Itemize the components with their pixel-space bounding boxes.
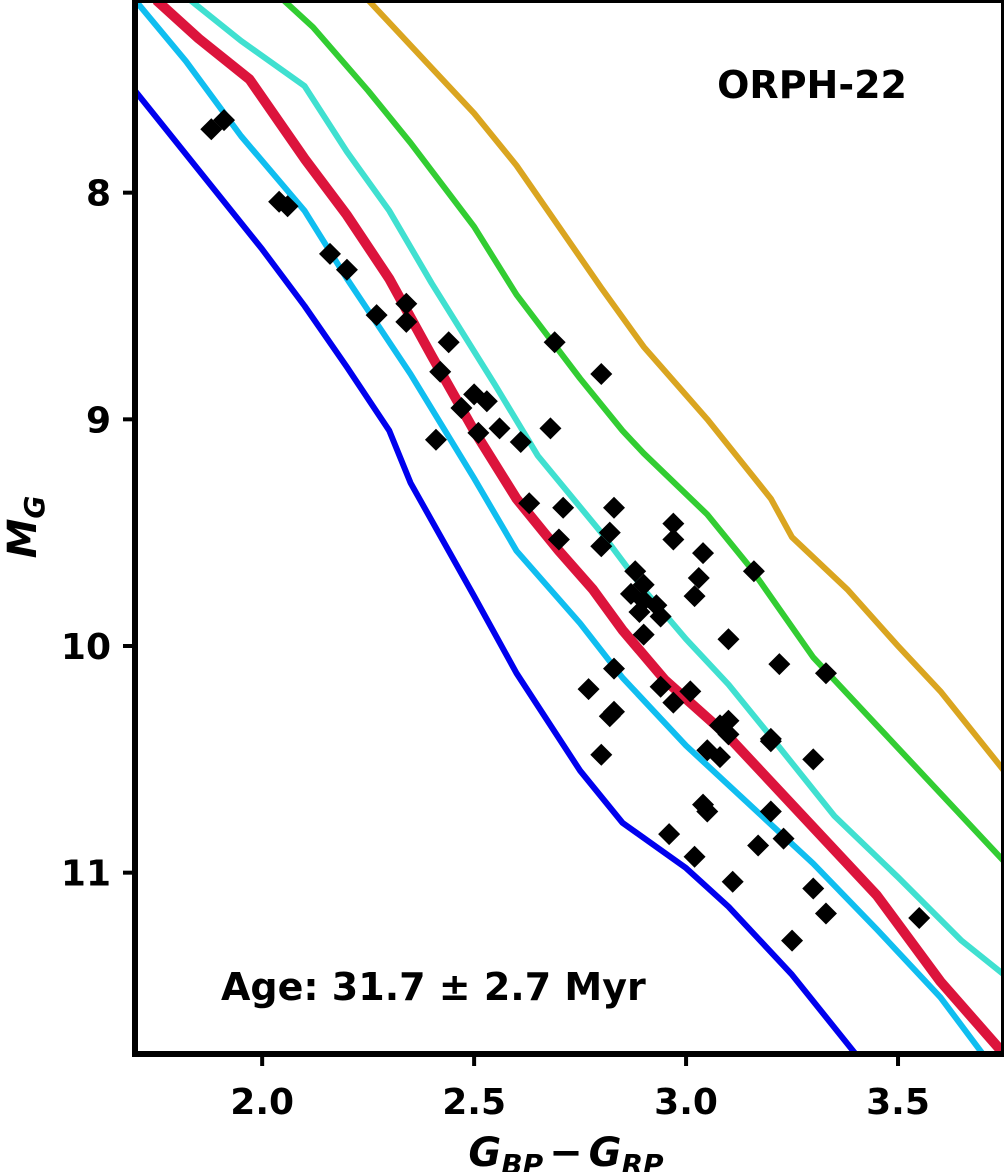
data-point bbox=[276, 195, 299, 218]
data-point bbox=[717, 628, 740, 651]
isochrone-deepskyblue bbox=[135, 0, 986, 1054]
data-point bbox=[696, 800, 719, 823]
data-point bbox=[603, 657, 626, 680]
data-point bbox=[603, 496, 626, 519]
data-point bbox=[365, 304, 388, 327]
x-axis-title: GBP − GRP bbox=[468, 1130, 664, 1172]
data-point bbox=[692, 542, 715, 565]
data-point bbox=[590, 363, 613, 385]
data-point bbox=[475, 390, 498, 413]
cluster-name-label: ORPH-22 bbox=[717, 63, 907, 107]
data-point bbox=[488, 417, 511, 440]
data-point bbox=[590, 535, 613, 558]
data-point bbox=[552, 496, 575, 519]
data-point bbox=[424, 428, 447, 451]
y-tick-label: 8 bbox=[86, 174, 111, 215]
x-tick-label: 3.5 bbox=[866, 1082, 930, 1123]
data-point bbox=[759, 800, 782, 823]
data-point bbox=[539, 417, 562, 440]
data-point bbox=[590, 743, 613, 766]
data-point bbox=[687, 567, 710, 589]
data-point bbox=[759, 727, 782, 750]
data-point bbox=[395, 310, 418, 333]
x-tick-label: 2.5 bbox=[442, 1082, 506, 1123]
data-point bbox=[335, 258, 358, 281]
isochrone-crimson bbox=[152, 0, 1004, 1054]
data-point bbox=[781, 929, 804, 952]
data-point bbox=[598, 521, 621, 544]
data-point bbox=[628, 601, 651, 623]
data-point bbox=[908, 907, 931, 929]
data-point bbox=[658, 823, 681, 846]
age-label: Age: 31.7 ± 2.7 Myr bbox=[221, 965, 646, 1009]
x-axis-title-g2: G bbox=[589, 1130, 622, 1172]
data-point bbox=[543, 331, 566, 354]
y-tick-label: 10 bbox=[61, 627, 111, 668]
data-point bbox=[624, 560, 647, 583]
data-point bbox=[802, 748, 825, 771]
data-point bbox=[683, 845, 706, 868]
data-points bbox=[200, 109, 931, 952]
data-point bbox=[662, 528, 685, 551]
data-point bbox=[437, 331, 460, 354]
data-point bbox=[742, 560, 765, 583]
isochrone-goldenrod bbox=[365, 0, 1004, 773]
data-point bbox=[814, 662, 837, 685]
data-point bbox=[814, 902, 837, 925]
data-point bbox=[598, 705, 621, 728]
data-point bbox=[662, 512, 685, 535]
data-point bbox=[683, 585, 706, 608]
data-point bbox=[318, 242, 341, 265]
data-point bbox=[802, 877, 825, 900]
data-point bbox=[679, 680, 702, 703]
y-axis-title-sub-g: G bbox=[18, 496, 51, 519]
data-point bbox=[577, 678, 600, 701]
data-point bbox=[467, 421, 490, 444]
data-point bbox=[213, 109, 236, 132]
isochrone-limegreen bbox=[281, 0, 1004, 864]
y-axis-title: MG bbox=[0, 496, 51, 559]
y-axis-ticks: 8 9 10 11 bbox=[61, 174, 135, 895]
data-point bbox=[450, 397, 473, 419]
x-axis-title-g: G bbox=[468, 1130, 501, 1172]
x-axis-title-sub-rp: RP bbox=[621, 1148, 664, 1172]
x-tick-label: 3.0 bbox=[654, 1082, 718, 1123]
y-tick-label: 11 bbox=[61, 854, 111, 895]
data-point bbox=[772, 827, 795, 850]
y-tick-label: 9 bbox=[86, 400, 111, 441]
data-point bbox=[717, 709, 740, 732]
data-point bbox=[649, 605, 672, 628]
data-point bbox=[649, 675, 672, 698]
data-point bbox=[509, 431, 532, 453]
data-point bbox=[721, 870, 744, 893]
data-point bbox=[395, 292, 418, 315]
x-axis-title-minus: − bbox=[549, 1130, 583, 1172]
x-tick-label: 2.0 bbox=[230, 1082, 294, 1123]
data-point bbox=[632, 623, 655, 646]
isochrone-blue bbox=[135, 88, 858, 1054]
plot-frame bbox=[132, 0, 1004, 1057]
data-point bbox=[717, 723, 740, 746]
y-axis-title-m: M bbox=[0, 519, 46, 559]
data-point bbox=[768, 653, 791, 676]
x-axis-title-sub-bp: BP bbox=[501, 1148, 543, 1172]
data-point bbox=[747, 834, 770, 857]
data-point bbox=[547, 528, 570, 551]
data-point bbox=[429, 360, 452, 383]
data-point bbox=[518, 492, 541, 515]
data-point bbox=[662, 691, 685, 714]
data-point bbox=[708, 746, 731, 769]
x-axis-ticks: 2.0 2.5 3.0 3.5 bbox=[230, 1054, 930, 1123]
